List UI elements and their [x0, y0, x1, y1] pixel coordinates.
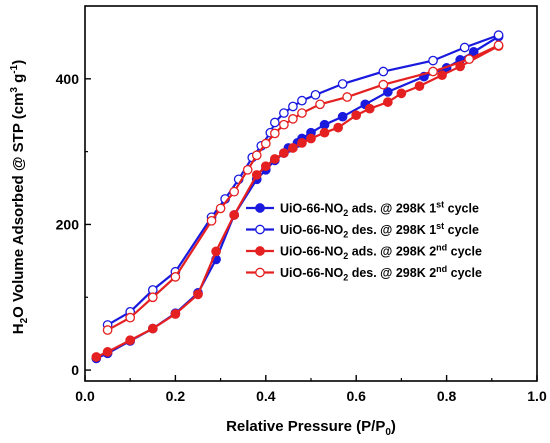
y-tick-label: 200 [56, 216, 80, 232]
data-point [428, 55, 438, 66]
data-point [297, 108, 307, 118]
data-point [493, 40, 504, 51]
series-1 [91, 31, 504, 364]
data-point [414, 81, 425, 91]
series-layer [91, 30, 504, 364]
data-point [147, 323, 158, 334]
data-point [315, 99, 325, 110]
data-point [279, 108, 289, 118]
data-point [351, 110, 362, 121]
data-point [251, 170, 262, 180]
data-point [337, 79, 348, 89]
data-point [493, 30, 504, 40]
data-point [211, 246, 221, 257]
data-point [306, 133, 316, 144]
data-point [337, 111, 348, 122]
data-point [102, 325, 113, 335]
data-point [242, 164, 253, 175]
data-point [333, 122, 343, 133]
data-point [215, 203, 226, 214]
legend: UiO-66-NO2 ads. @ 298K 1st cycle UiO-66-N… [246, 200, 482, 283]
x-tick-label: 1.0 [527, 388, 547, 404]
data-point [279, 119, 289, 130]
y-tick-label: 400 [56, 71, 80, 87]
data-point [229, 210, 240, 220]
data-point [193, 289, 203, 300]
data-point [260, 161, 271, 172]
x-tick-label: 0.0 [75, 388, 95, 404]
series-4 [102, 40, 504, 335]
data-point [269, 117, 280, 128]
data-point [396, 88, 407, 99]
data-point [297, 138, 307, 148]
data-point [364, 103, 375, 114]
x-axis-label: Relative Pressure (P/P0) [226, 418, 396, 438]
series-line [95, 35, 500, 360]
x-tick-label: 0.2 [166, 388, 186, 404]
series-line [107, 44, 500, 331]
legend-entry: UiO-66-NO2 ads. @ 298K 2nd cycle [246, 243, 482, 262]
data-point [125, 312, 136, 323]
legend-swatch-marker [255, 246, 265, 256]
x-tick-label: 0.6 [346, 388, 366, 404]
data-point [382, 97, 393, 107]
data-point [319, 119, 330, 130]
data-point [251, 150, 262, 161]
data-point [170, 309, 181, 319]
data-point [378, 66, 389, 77]
series-line [107, 34, 499, 326]
legend-entry: UiO-66-NO2 des. @ 298K 1st cycle [246, 221, 479, 240]
legend-label: UiO-66-NO2 des. @ 298K 1st cycle [280, 221, 479, 240]
data-point [288, 101, 298, 112]
data-point [269, 128, 280, 139]
data-point [437, 70, 447, 81]
legend-swatch-marker [255, 267, 265, 278]
legend-label: UiO-66-NO2 ads. @ 298K 2nd cycle [280, 243, 482, 262]
legend-swatch-marker [255, 203, 265, 213]
data-point [342, 92, 353, 102]
y-axis-label: H2O Volume Adsorbed @ STP (cm3 g-1) [9, 60, 30, 334]
data-point [319, 127, 330, 138]
data-point [206, 215, 217, 226]
data-point [288, 114, 298, 124]
data-point [382, 87, 393, 97]
data-point [459, 42, 470, 53]
data-point [297, 95, 307, 106]
axes-layer: 0.0 0.2 0.4 0.6 0.8 1.0 0 200 400 [56, 71, 547, 404]
legend-swatch-marker [255, 224, 265, 235]
legend-entry: UiO-66-NO2 des. @ 298K 2nd cycle [246, 264, 482, 283]
data-point [170, 272, 181, 282]
legend-label: UiO-66-NO2 des. @ 298K 2nd cycle [280, 264, 482, 283]
data-point [260, 138, 271, 149]
data-point [378, 79, 389, 90]
data-point [91, 352, 102, 362]
x-tick-label: 0.8 [437, 388, 457, 404]
data-point [288, 143, 298, 153]
data-point [102, 347, 113, 357]
data-point [464, 54, 475, 65]
data-point [229, 186, 240, 197]
data-point [125, 335, 136, 346]
x-tick-label: 0.4 [256, 388, 276, 404]
data-point [147, 292, 158, 303]
legend-entry: UiO-66-NO2 ads. @ 298K 1st cycle [246, 200, 479, 219]
legend-label: UiO-66-NO2 ads. @ 298K 1st cycle [280, 200, 479, 219]
data-point [428, 66, 438, 77]
y-tick-label: 0 [71, 362, 79, 378]
data-point [269, 154, 280, 164]
data-point [279, 148, 289, 158]
data-point [310, 89, 321, 100]
